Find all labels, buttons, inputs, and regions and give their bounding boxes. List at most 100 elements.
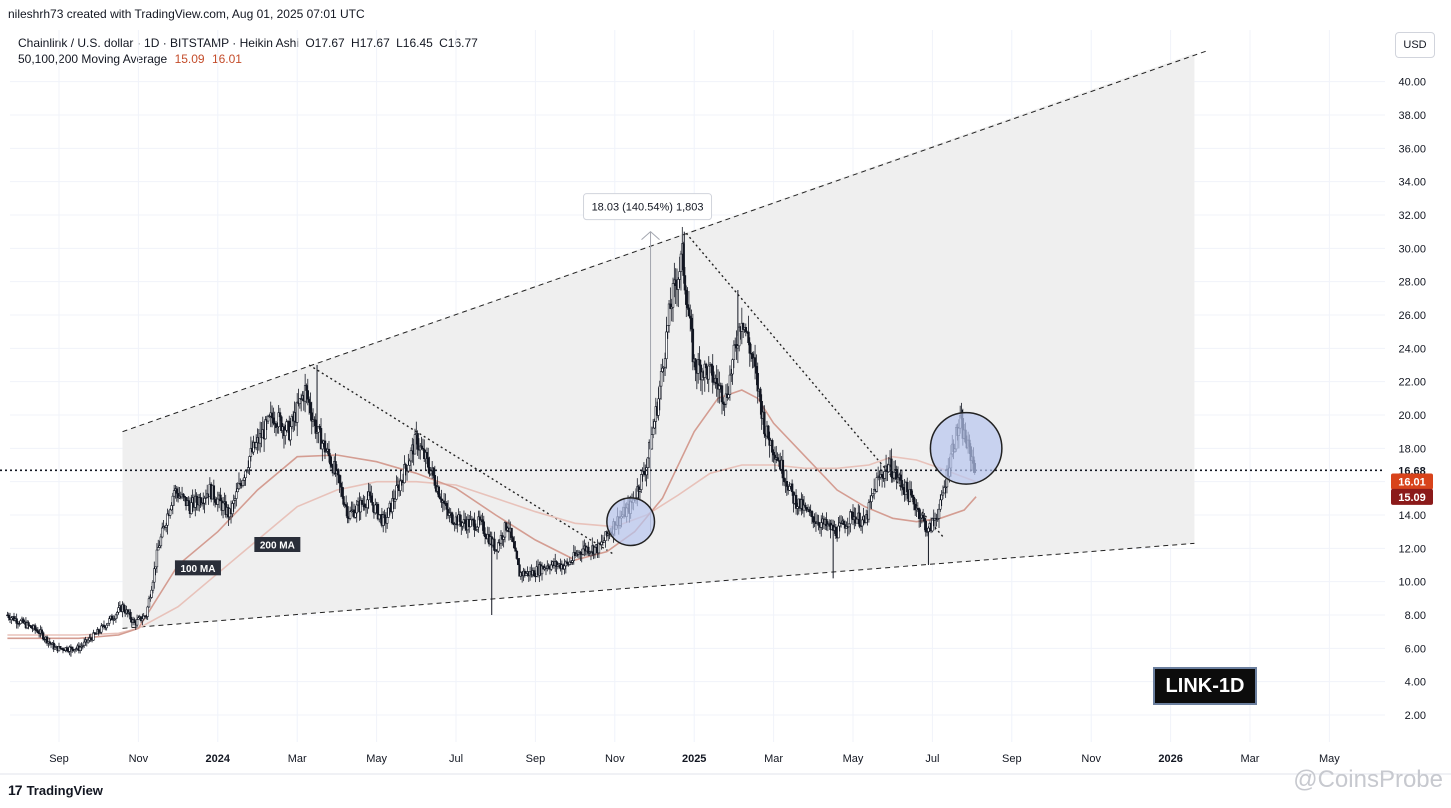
candle-body [657, 398, 660, 416]
candle-body [727, 394, 730, 398]
candle [216, 491, 219, 512]
candle [40, 626, 43, 636]
candle-body [683, 275, 687, 291]
candle-body [497, 542, 500, 552]
candle-body [321, 443, 324, 450]
candle-body [395, 485, 398, 500]
candle-body [203, 497, 206, 504]
candle [691, 313, 695, 371]
candle [15, 613, 18, 629]
candle [782, 469, 786, 487]
candle-body [383, 514, 386, 519]
candle-body [698, 359, 701, 366]
y-axis: 2.004.006.008.0010.0012.0014.0016.0018.0… [1391, 77, 1433, 722]
ma-legend-row[interactable]: 50,100,200 Moving Average 15.09 16.01 [18, 51, 478, 67]
candle-body [825, 519, 828, 527]
candle [477, 510, 480, 533]
candle-body [243, 477, 246, 481]
candle-body [171, 495, 175, 506]
candle [27, 620, 30, 630]
candle [213, 496, 217, 508]
candle-body [404, 464, 407, 469]
candle-body [89, 637, 92, 640]
candle-body [771, 440, 774, 453]
candle [221, 497, 225, 519]
highlight-circle-2 [929, 411, 1003, 485]
candle-body [855, 518, 859, 524]
symbol-legend-row[interactable]: Chainlink / U.S. dollar · 1D · BITSTAMP … [18, 35, 478, 51]
candle [448, 507, 451, 523]
candle-body [937, 508, 941, 519]
candle [247, 460, 250, 474]
candle [662, 365, 665, 382]
candle-body [231, 503, 234, 515]
candle-body [858, 512, 861, 527]
currency-button[interactable]: USD [1395, 32, 1435, 58]
candle [478, 510, 482, 526]
candle [896, 466, 900, 484]
candle-body [385, 517, 389, 524]
candle-body [241, 480, 245, 486]
candle [137, 615, 140, 621]
candle-body [931, 518, 934, 532]
candle-body [71, 646, 74, 650]
candle-body [65, 647, 69, 651]
candle [236, 482, 239, 493]
candle-body [581, 548, 585, 555]
candle-body [896, 477, 900, 480]
ma-annotation-text: 200 MA [260, 541, 295, 552]
candle-body [59, 646, 62, 649]
candle [93, 632, 96, 635]
candle-body [307, 398, 311, 403]
candle [168, 508, 172, 519]
candle-body [720, 385, 724, 403]
tradingview-logo[interactable]: 17 TradingView [8, 782, 103, 798]
candle [642, 462, 646, 477]
candle [366, 491, 369, 514]
candle-body [669, 303, 672, 309]
candle [579, 550, 582, 561]
candle-body [442, 500, 446, 504]
y-tick-label: 14.00 [1398, 510, 1426, 522]
candle [604, 531, 607, 548]
candle-body [204, 497, 208, 499]
candle-body [232, 500, 235, 504]
candle-body [838, 522, 841, 527]
candle [861, 516, 864, 534]
candle-body [350, 510, 353, 512]
candle-body [579, 551, 582, 554]
measure-label-text: 18.03 (140.54%) 1,803 [592, 202, 704, 214]
candle-body [587, 546, 590, 554]
candle-body [636, 486, 639, 499]
candle [305, 383, 308, 404]
candle [306, 378, 309, 406]
candle [605, 530, 609, 538]
candle [348, 506, 352, 521]
candle-body [469, 519, 472, 528]
candle-body [911, 494, 914, 498]
candle-body [235, 491, 238, 499]
y-tick-label: 2.00 [1405, 710, 1426, 722]
candle-body [295, 401, 299, 423]
candle [338, 474, 341, 493]
y-tick-label: 40.00 [1398, 77, 1426, 89]
candle [157, 539, 160, 551]
candle [241, 478, 245, 488]
candle [421, 438, 425, 451]
candle [661, 358, 664, 374]
candle-body [247, 467, 250, 471]
candle-body [172, 490, 176, 497]
candle [851, 504, 855, 526]
candle-body [678, 271, 681, 280]
candle [159, 533, 163, 549]
candle [751, 351, 754, 369]
candle [686, 287, 689, 310]
candle-body [363, 503, 366, 508]
candle [937, 503, 941, 528]
candle [838, 515, 841, 532]
candle-body [175, 488, 178, 494]
y-tick-label: 24.00 [1398, 343, 1426, 355]
candle-body [382, 514, 385, 526]
candle [940, 490, 943, 507]
candle-body [219, 494, 222, 502]
